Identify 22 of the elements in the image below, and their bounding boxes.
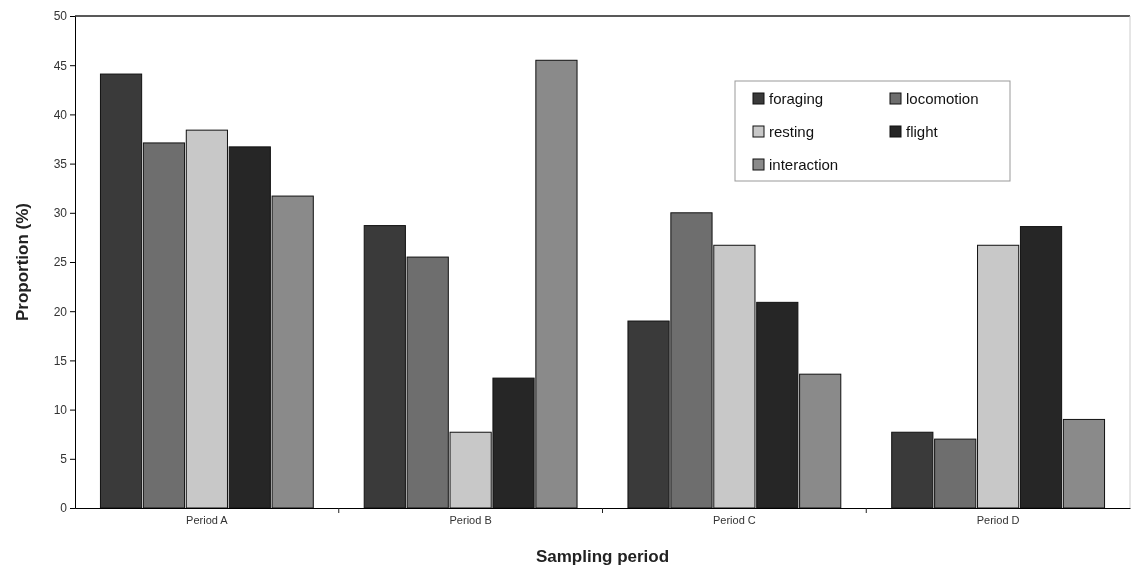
y-tick-label: 35 [53,156,68,171]
y-tick-label: 20 [53,304,68,319]
x-axis-title: Sampling period [535,547,670,566]
x-tick-label: Period D [976,513,1020,526]
x-tick-label: Period C [712,513,756,526]
y-tick-label: 0 [60,501,68,516]
legend-label: interaction [769,156,839,173]
y-tick-label: 45 [53,58,68,73]
y-tick-label: 50 [53,9,68,24]
legend-label: resting [769,123,815,140]
y-tick-label: 30 [53,206,68,221]
y-axis-title: Proportion (%) [13,202,32,322]
x-tick-label: Period A [186,513,229,526]
y-tick-label: 25 [53,255,68,270]
legend-label: foraging [769,90,824,107]
y-tick-label: 40 [53,107,68,122]
legend-label: flight [906,123,939,140]
y-tick-label: 5 [60,452,68,467]
y-tick-label: 10 [53,402,68,417]
y-tick-label: 15 [53,353,68,368]
x-tick-label: Period B [449,513,492,526]
legend-label: locomotion [906,90,979,107]
